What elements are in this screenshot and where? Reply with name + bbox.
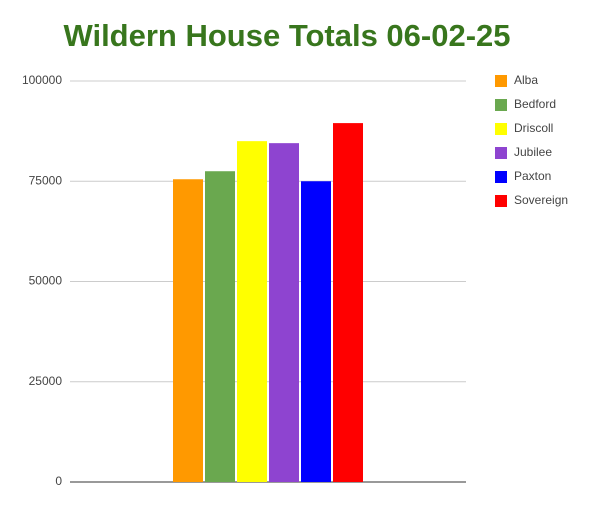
y-tick-label: 75000 <box>29 173 63 187</box>
legend-label: Alba <box>514 73 538 87</box>
bar <box>205 171 235 482</box>
legend-label: Paxton <box>514 169 551 183</box>
bar <box>173 179 203 482</box>
legend-swatch <box>495 147 507 159</box>
y-tick-label: 50000 <box>29 274 63 288</box>
legend-swatch <box>495 75 507 87</box>
y-tick-label: 100000 <box>22 73 62 87</box>
bar <box>333 123 363 482</box>
y-tick-label: 0 <box>55 474 62 488</box>
legend-swatch <box>495 195 507 207</box>
legend-label: Bedford <box>514 97 556 111</box>
legend-label: Driscoll <box>514 121 553 135</box>
bar <box>237 141 267 482</box>
bar <box>301 181 331 482</box>
chart-title: Wildern House Totals 06-02-25 <box>63 18 510 53</box>
legend-swatch <box>495 99 507 111</box>
bar <box>269 143 299 482</box>
legend-swatch <box>495 171 507 183</box>
y-tick-label: 25000 <box>29 374 63 388</box>
legend-label: Sovereign <box>514 193 568 207</box>
legend-swatch <box>495 123 507 135</box>
legend-label: Jubilee <box>514 145 552 159</box>
